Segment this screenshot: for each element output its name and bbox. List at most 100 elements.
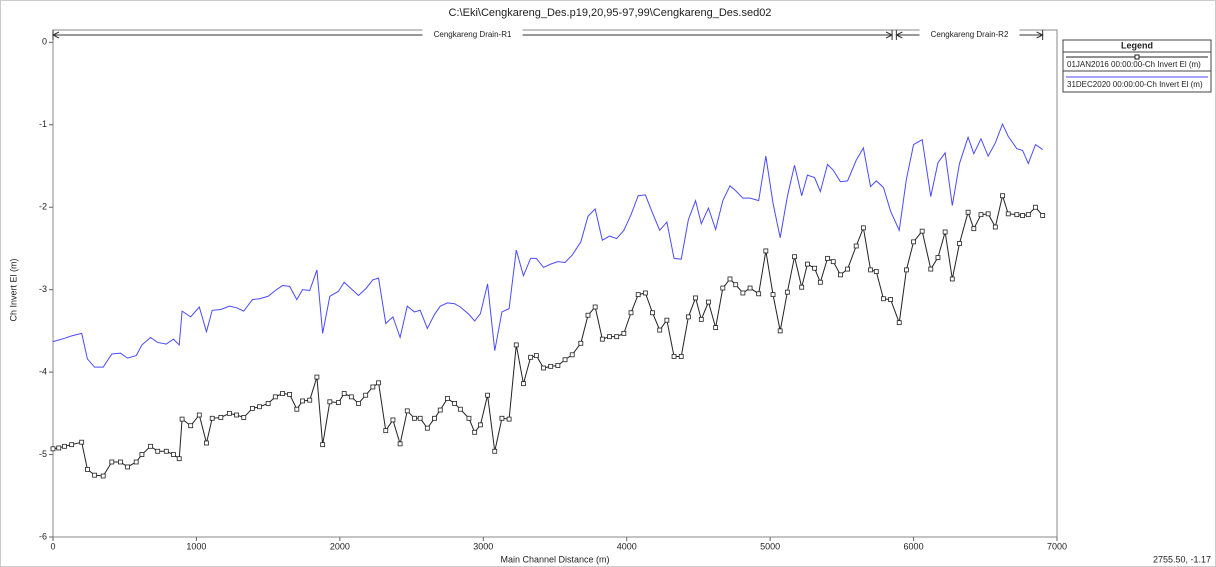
point-marker: [1040, 213, 1046, 218]
point-marker: [845, 266, 850, 272]
point-marker: [720, 285, 726, 291]
point-marker: [485, 392, 490, 398]
point-marker: [404, 408, 410, 414]
point-marker: [432, 415, 437, 421]
x-tick-label: 6000: [904, 541, 924, 551]
point-marker: [881, 296, 886, 302]
point-marker: [533, 353, 539, 359]
y-tick-label: -2: [39, 202, 47, 212]
point-marker: [234, 412, 239, 418]
x-tick-label: 2000: [330, 541, 350, 551]
plot-frame: [52, 29, 1058, 538]
point-marker: [155, 448, 161, 454]
point-marker: [139, 452, 145, 457]
point-marker: [770, 292, 776, 298]
legend-marker: [1134, 54, 1140, 60]
point-marker: [657, 327, 663, 333]
y-tick-label: -4: [39, 366, 47, 376]
point-marker: [942, 229, 948, 235]
point-marker: [249, 405, 255, 411]
point-marker: [445, 396, 450, 401]
reach-label: Cengkareng Drain-R1: [434, 30, 512, 39]
point-marker: [635, 292, 641, 298]
point-marker: [792, 254, 797, 260]
legend-label: 31DEC2020 00:00:00-Ch Invert El (m): [1067, 80, 1203, 89]
point-marker: [179, 416, 185, 422]
point-marker: [777, 328, 783, 334]
reach-label-bg: [919, 29, 1020, 41]
legend-box: [1062, 39, 1212, 93]
point-marker: [693, 295, 698, 301]
point-marker: [1020, 213, 1025, 218]
point-marker: [578, 340, 584, 346]
x-tick-label: 1000: [186, 541, 206, 551]
x-tick-label: 0: [50, 541, 55, 551]
point-marker: [555, 363, 561, 368]
point-marker: [698, 316, 704, 322]
point-marker: [383, 428, 389, 434]
point-marker: [1000, 193, 1005, 199]
point-marker: [356, 401, 361, 406]
point-marker: [133, 459, 139, 465]
point-marker: [911, 239, 916, 245]
point-marker: [935, 255, 941, 260]
point-marker: [727, 276, 733, 282]
point-marker: [664, 317, 670, 323]
point-marker: [499, 415, 505, 421]
y-tick-label: -6: [39, 531, 47, 541]
point-marker: [756, 291, 762, 297]
point-marker: [506, 416, 512, 422]
y-tick-label: 0: [42, 37, 47, 47]
x-axis-label: Main Channel Distance (m): [500, 554, 609, 564]
point-marker: [614, 334, 620, 340]
point-marker: [747, 285, 753, 291]
point-marker: [957, 241, 962, 246]
point-marker: [868, 267, 873, 273]
point-marker: [985, 211, 991, 217]
point-marker: [56, 445, 62, 451]
point-marker: [241, 415, 247, 420]
point-marker: [370, 384, 376, 390]
point-marker: [417, 415, 423, 421]
point-marker: [472, 429, 478, 435]
x-tick-label: 5000: [760, 541, 780, 551]
point-marker: [50, 446, 56, 452]
point-marker: [860, 225, 866, 231]
point-marker: [784, 289, 790, 295]
point-marker: [307, 397, 313, 403]
point-marker: [965, 209, 971, 215]
point-marker: [1033, 204, 1038, 210]
point-marker: [740, 290, 746, 296]
point-marker: [521, 381, 526, 387]
point-marker: [457, 406, 463, 412]
point-marker: [118, 459, 123, 465]
point-marker: [437, 407, 443, 413]
x-tick-label: 3000: [473, 541, 493, 551]
point-marker: [257, 404, 262, 410]
point-marker: [685, 314, 691, 320]
point-marker: [830, 259, 836, 265]
cursor-readout: 2755.50, -1.17: [1153, 554, 1211, 564]
point-marker: [79, 439, 85, 445]
legend-title: Legend: [1121, 40, 1153, 50]
point-marker: [541, 365, 546, 371]
point-marker: [109, 459, 115, 465]
series-line: [52, 193, 1044, 477]
point-marker: [585, 312, 591, 318]
y-tick-label: -1: [39, 119, 47, 129]
point-marker: [390, 417, 396, 423]
point-marker: [671, 354, 677, 359]
point-marker: [300, 398, 305, 404]
legend: Legend: [1062, 39, 1212, 93]
point-marker: [513, 342, 519, 348]
point-marker: [978, 212, 984, 218]
point-marker: [569, 352, 575, 358]
point-marker: [348, 394, 354, 400]
point-marker: [805, 261, 810, 267]
point-marker: [62, 443, 67, 449]
point-marker: [678, 354, 684, 359]
x-tick-label: 7000: [1047, 541, 1067, 551]
point-marker: [100, 473, 106, 479]
point-marker: [650, 310, 655, 316]
